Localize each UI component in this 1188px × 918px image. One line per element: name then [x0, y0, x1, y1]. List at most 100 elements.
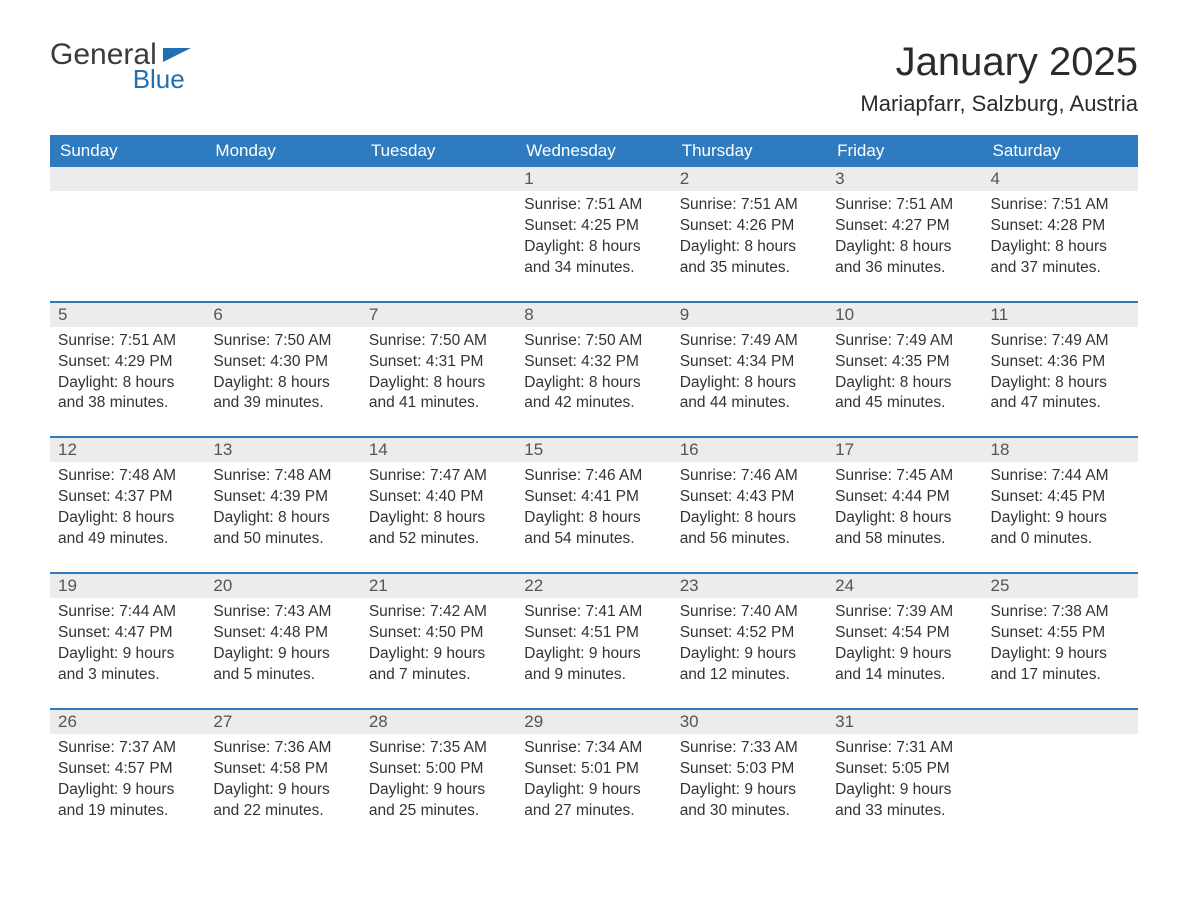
sunrise-line: Sunrise: 7:47 AM	[369, 466, 508, 487]
day-number: 9	[672, 303, 827, 327]
day-number: 22	[516, 574, 671, 598]
daylight-line-2: and 42 minutes.	[524, 393, 663, 414]
title-block: January 2025 Mariapfarr, Salzburg, Austr…	[860, 40, 1138, 117]
day-body: Sunrise: 7:41 AMSunset: 4:51 PMDaylight:…	[516, 598, 671, 708]
weekday-header: Thursday	[672, 135, 827, 167]
calendar-day-cell: 2Sunrise: 7:51 AMSunset: 4:26 PMDaylight…	[672, 167, 827, 302]
sunset-line: Sunset: 4:36 PM	[991, 352, 1130, 373]
day-body: Sunrise: 7:50 AMSunset: 4:31 PMDaylight:…	[361, 327, 516, 437]
sunrise-line: Sunrise: 7:46 AM	[680, 466, 819, 487]
sunrise-line: Sunrise: 7:44 AM	[58, 602, 197, 623]
daylight-line-2: and 52 minutes.	[369, 529, 508, 550]
calendar-day-cell: 19Sunrise: 7:44 AMSunset: 4:47 PMDayligh…	[50, 573, 205, 709]
calendar-day-cell	[205, 167, 360, 302]
calendar-day-cell: 18Sunrise: 7:44 AMSunset: 4:45 PMDayligh…	[983, 437, 1138, 573]
sunrise-line: Sunrise: 7:51 AM	[524, 195, 663, 216]
daylight-line-2: and 17 minutes.	[991, 665, 1130, 686]
day-body: Sunrise: 7:37 AMSunset: 4:57 PMDaylight:…	[50, 734, 205, 844]
calendar-week-row: 12Sunrise: 7:48 AMSunset: 4:37 PMDayligh…	[50, 437, 1138, 573]
calendar-day-cell: 5Sunrise: 7:51 AMSunset: 4:29 PMDaylight…	[50, 302, 205, 438]
daylight-line-2: and 34 minutes.	[524, 258, 663, 279]
day-body: Sunrise: 7:46 AMSunset: 4:41 PMDaylight:…	[516, 462, 671, 572]
month-title: January 2025	[860, 40, 1138, 85]
sunrise-line: Sunrise: 7:50 AM	[369, 331, 508, 352]
daylight-line-2: and 39 minutes.	[213, 393, 352, 414]
sunrise-line: Sunrise: 7:51 AM	[58, 331, 197, 352]
daylight-line-2: and 3 minutes.	[58, 665, 197, 686]
daylight-line-1: Daylight: 9 hours	[58, 644, 197, 665]
day-number	[205, 167, 360, 191]
sunset-line: Sunset: 5:00 PM	[369, 759, 508, 780]
daylight-line-1: Daylight: 9 hours	[524, 780, 663, 801]
daylight-line-2: and 44 minutes.	[680, 393, 819, 414]
sunset-line: Sunset: 4:51 PM	[524, 623, 663, 644]
sunset-line: Sunset: 4:34 PM	[680, 352, 819, 373]
day-number: 20	[205, 574, 360, 598]
day-body: Sunrise: 7:51 AMSunset: 4:26 PMDaylight:…	[672, 191, 827, 301]
daylight-line-1: Daylight: 8 hours	[680, 508, 819, 529]
day-body	[983, 734, 1138, 760]
sunset-line: Sunset: 4:52 PM	[680, 623, 819, 644]
sunset-line: Sunset: 4:54 PM	[835, 623, 974, 644]
sunset-line: Sunset: 4:30 PM	[213, 352, 352, 373]
day-number: 30	[672, 710, 827, 734]
calendar-day-cell: 28Sunrise: 7:35 AMSunset: 5:00 PMDayligh…	[361, 709, 516, 844]
day-body: Sunrise: 7:40 AMSunset: 4:52 PMDaylight:…	[672, 598, 827, 708]
day-number: 7	[361, 303, 516, 327]
sunset-line: Sunset: 4:37 PM	[58, 487, 197, 508]
day-number: 10	[827, 303, 982, 327]
daylight-line-1: Daylight: 8 hours	[991, 237, 1130, 258]
day-number: 8	[516, 303, 671, 327]
calendar-body: 1Sunrise: 7:51 AMSunset: 4:25 PMDaylight…	[50, 167, 1138, 843]
day-number: 29	[516, 710, 671, 734]
day-body: Sunrise: 7:51 AMSunset: 4:29 PMDaylight:…	[50, 327, 205, 437]
sunrise-line: Sunrise: 7:49 AM	[991, 331, 1130, 352]
daylight-line-2: and 56 minutes.	[680, 529, 819, 550]
daylight-line-2: and 19 minutes.	[58, 801, 197, 822]
day-body: Sunrise: 7:50 AMSunset: 4:32 PMDaylight:…	[516, 327, 671, 437]
sunset-line: Sunset: 4:35 PM	[835, 352, 974, 373]
daylight-line-2: and 37 minutes.	[991, 258, 1130, 279]
day-number: 6	[205, 303, 360, 327]
sunset-line: Sunset: 5:01 PM	[524, 759, 663, 780]
day-number	[50, 167, 205, 191]
daylight-line-1: Daylight: 9 hours	[835, 644, 974, 665]
day-body: Sunrise: 7:51 AMSunset: 4:25 PMDaylight:…	[516, 191, 671, 301]
calendar-day-cell: 31Sunrise: 7:31 AMSunset: 5:05 PMDayligh…	[827, 709, 982, 844]
sunset-line: Sunset: 4:58 PM	[213, 759, 352, 780]
daylight-line-2: and 5 minutes.	[213, 665, 352, 686]
daylight-line-2: and 30 minutes.	[680, 801, 819, 822]
daylight-line-1: Daylight: 8 hours	[680, 373, 819, 394]
day-body: Sunrise: 7:38 AMSunset: 4:55 PMDaylight:…	[983, 598, 1138, 708]
sunrise-line: Sunrise: 7:37 AM	[58, 738, 197, 759]
daylight-line-1: Daylight: 9 hours	[991, 644, 1130, 665]
sunset-line: Sunset: 4:48 PM	[213, 623, 352, 644]
calendar-week-row: 1Sunrise: 7:51 AMSunset: 4:25 PMDaylight…	[50, 167, 1138, 302]
calendar-day-cell: 22Sunrise: 7:41 AMSunset: 4:51 PMDayligh…	[516, 573, 671, 709]
sunset-line: Sunset: 4:39 PM	[213, 487, 352, 508]
daylight-line-2: and 35 minutes.	[680, 258, 819, 279]
weekday-header: Monday	[205, 135, 360, 167]
day-body: Sunrise: 7:50 AMSunset: 4:30 PMDaylight:…	[205, 327, 360, 437]
day-number: 19	[50, 574, 205, 598]
day-body: Sunrise: 7:47 AMSunset: 4:40 PMDaylight:…	[361, 462, 516, 572]
day-body: Sunrise: 7:33 AMSunset: 5:03 PMDaylight:…	[672, 734, 827, 844]
sunset-line: Sunset: 4:27 PM	[835, 216, 974, 237]
day-body: Sunrise: 7:48 AMSunset: 4:39 PMDaylight:…	[205, 462, 360, 572]
calendar-day-cell: 29Sunrise: 7:34 AMSunset: 5:01 PMDayligh…	[516, 709, 671, 844]
calendar-day-cell: 24Sunrise: 7:39 AMSunset: 4:54 PMDayligh…	[827, 573, 982, 709]
day-body: Sunrise: 7:49 AMSunset: 4:34 PMDaylight:…	[672, 327, 827, 437]
calendar-day-cell: 17Sunrise: 7:45 AMSunset: 4:44 PMDayligh…	[827, 437, 982, 573]
calendar-day-cell: 30Sunrise: 7:33 AMSunset: 5:03 PMDayligh…	[672, 709, 827, 844]
daylight-line-2: and 47 minutes.	[991, 393, 1130, 414]
calendar-day-cell	[50, 167, 205, 302]
sunset-line: Sunset: 4:41 PM	[524, 487, 663, 508]
sunrise-line: Sunrise: 7:51 AM	[680, 195, 819, 216]
sunrise-line: Sunrise: 7:35 AM	[369, 738, 508, 759]
calendar-day-cell	[983, 709, 1138, 844]
day-number: 12	[50, 438, 205, 462]
day-number: 4	[983, 167, 1138, 191]
sunset-line: Sunset: 4:43 PM	[680, 487, 819, 508]
daylight-line-1: Daylight: 9 hours	[58, 780, 197, 801]
day-body: Sunrise: 7:49 AMSunset: 4:36 PMDaylight:…	[983, 327, 1138, 437]
